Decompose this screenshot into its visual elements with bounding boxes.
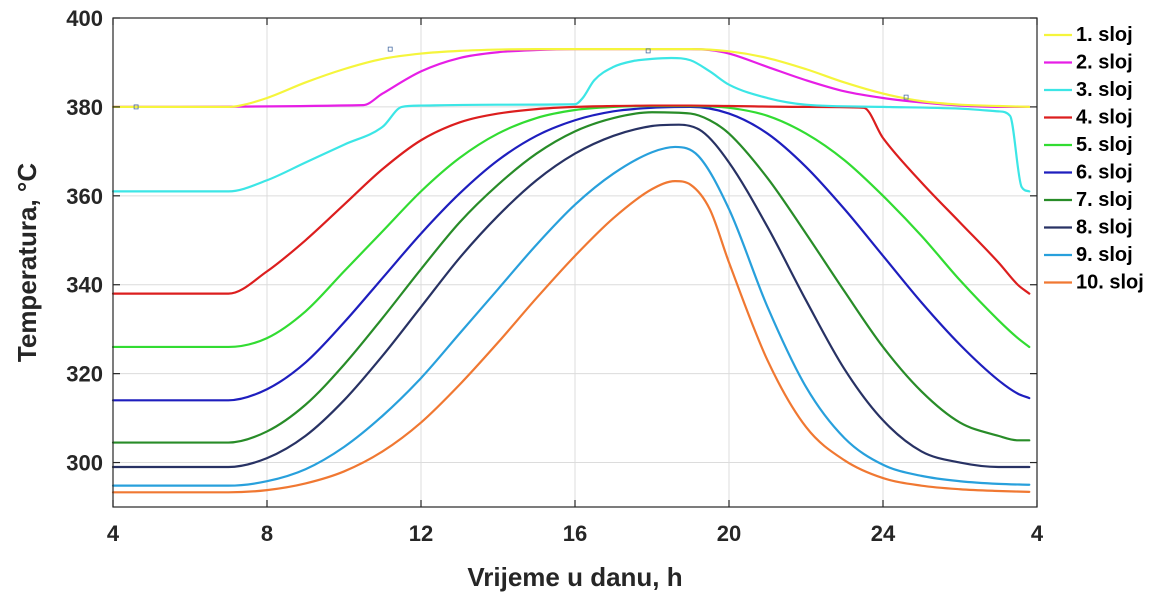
x-tick-label: 8 xyxy=(261,521,273,546)
legend-label: 4. sloj xyxy=(1076,107,1133,129)
data-tip-marker xyxy=(387,46,393,52)
x-tick-label: 20 xyxy=(717,521,741,546)
series-line-5 xyxy=(111,104,1031,349)
y-tick-label: 360 xyxy=(66,184,103,209)
series-line-4 xyxy=(111,104,1031,295)
series-line-7 xyxy=(111,111,1031,444)
x-tick-label: 4 xyxy=(107,521,120,546)
x-tick-label: 16 xyxy=(563,521,587,546)
x-tick-label: 12 xyxy=(409,521,433,546)
y-axis-ticks: 300 320 340 360 380 400 xyxy=(66,6,1037,476)
series-line-8 xyxy=(111,123,1031,469)
y-tick-label: 400 xyxy=(66,6,103,31)
legend-label: 7. sloj xyxy=(1076,189,1133,211)
series-line-2 xyxy=(111,48,1031,109)
data-tip-marker xyxy=(903,94,909,100)
data-tip-markers xyxy=(133,46,909,110)
series-line-9 xyxy=(111,145,1031,487)
legend-label: 10. sloj xyxy=(1076,272,1144,294)
legend: 1. sloj 2. sloj 3. sloj 4. sloj 5. sloj 6. sl… xyxy=(1044,24,1144,294)
x-axis-ticks: 4 8 12 16 20 24 4 xyxy=(107,18,1044,546)
y-tick-label: 300 xyxy=(66,451,103,476)
series-line-3 xyxy=(111,56,1031,193)
legend-label: 8. sloj xyxy=(1076,217,1133,239)
y-tick-label: 320 xyxy=(66,362,103,387)
y-tick-label: 340 xyxy=(66,273,103,298)
legend-label: 5. sloj xyxy=(1076,134,1133,156)
y-tick-label: 380 xyxy=(66,95,103,120)
legend-label: 2. sloj xyxy=(1076,52,1133,74)
x-tick-label: 24 xyxy=(871,521,896,546)
legend-label: 9. sloj xyxy=(1076,244,1133,266)
legend-label: 1. sloj xyxy=(1076,24,1133,46)
series-line-6 xyxy=(111,105,1031,402)
y-axis-label: Temperatura, °C xyxy=(12,163,42,362)
series-lines xyxy=(111,48,1031,494)
x-tick-label: 4 xyxy=(1031,521,1044,546)
series-line-10 xyxy=(111,180,1031,494)
grid xyxy=(112,17,1038,507)
x-axis-label: Vrijeme u danu, h xyxy=(467,562,682,592)
legend-label: 3. sloj xyxy=(1076,79,1133,101)
series-line-1 xyxy=(111,48,1031,109)
data-tip-marker xyxy=(645,48,651,54)
data-tip-marker xyxy=(133,104,139,110)
legend-label: 6. sloj xyxy=(1076,162,1133,184)
